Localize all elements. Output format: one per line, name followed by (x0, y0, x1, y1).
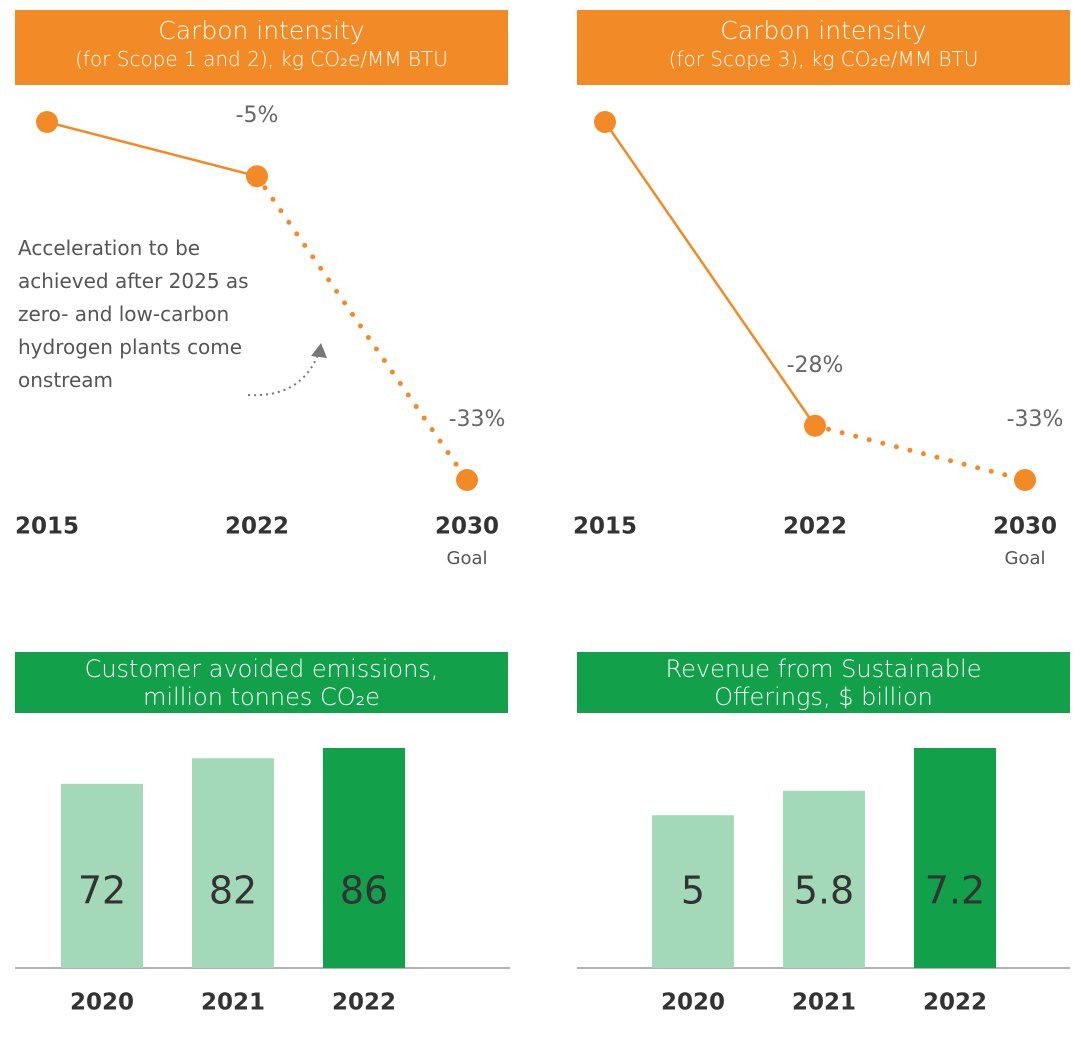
value-label: 82 (209, 869, 257, 913)
bar (192, 758, 274, 968)
point (804, 414, 826, 437)
x-tick-label: 2030 (435, 514, 499, 540)
value-label: 7.2 (925, 869, 985, 913)
bar (652, 815, 734, 968)
title-box: Revenue from Sustainable Offerings, $ bi… (577, 652, 1070, 713)
arrow-head (311, 343, 327, 358)
x-tick-label: 2020 (70, 990, 134, 1016)
value-label: -28% (787, 353, 844, 378)
title: Revenue from Sustainable (665, 655, 982, 683)
annotation: Acceleration to be achieved after 2025 a… (18, 236, 249, 392)
value-label: 5.8 (794, 869, 854, 913)
line-segment (812, 423, 1028, 483)
line-segment (254, 173, 470, 483)
x-tick-label: 2022 (225, 514, 289, 540)
x-tick-label: 2020 (661, 990, 725, 1016)
line-segment (603, 120, 817, 428)
line-segment (45, 120, 259, 178)
point (456, 469, 478, 491)
x-tick-label: 2015 (15, 514, 79, 540)
x-tick-label: 2022 (332, 990, 396, 1016)
x-tick-label: 2015 (573, 514, 637, 540)
x-tick-label: 2021 (792, 990, 856, 1016)
title-box: Carbon intensity (for Scope 1 and 2), kg… (15, 10, 508, 85)
subtitle: (for Scope 3), kg CO₂e/MM BTU (668, 47, 979, 71)
x-tick-label: 2022 (923, 990, 987, 1016)
point (36, 111, 58, 133)
x-tick-label: 2022 (783, 514, 847, 540)
point (594, 111, 616, 133)
value-label: -33% (449, 407, 506, 432)
value-label: 72 (78, 869, 126, 913)
subtitle: Offerings, $ billion (714, 683, 933, 711)
x-tick-label: 2021 (201, 990, 265, 1016)
title-box: Carbon intensity (for Scope 3), kg CO₂e/… (577, 10, 1070, 85)
category-note: Goal (1005, 548, 1046, 569)
bar (323, 748, 405, 968)
title: Carbon intensity (158, 16, 365, 45)
subtitle: million tonnes CO₂e (142, 683, 381, 711)
category-note: Goal (447, 548, 488, 569)
value-label: 5 (681, 869, 705, 913)
value-label: -33% (1007, 407, 1064, 432)
bar (914, 748, 996, 968)
point (1014, 469, 1036, 491)
bar (61, 783, 143, 968)
value-label: -5% (236, 103, 279, 128)
title-box: Customer avoided emissions, million tonn… (15, 652, 508, 713)
title: Customer avoided emissions, (84, 655, 439, 683)
bar (783, 790, 865, 968)
subtitle: (for Scope 1 and 2), kg CO₂e/MM BTU (75, 47, 448, 71)
value-label: 86 (340, 869, 388, 913)
title: Carbon intensity (720, 16, 927, 45)
point (246, 165, 268, 188)
x-tick-label: 2030 (993, 514, 1057, 540)
